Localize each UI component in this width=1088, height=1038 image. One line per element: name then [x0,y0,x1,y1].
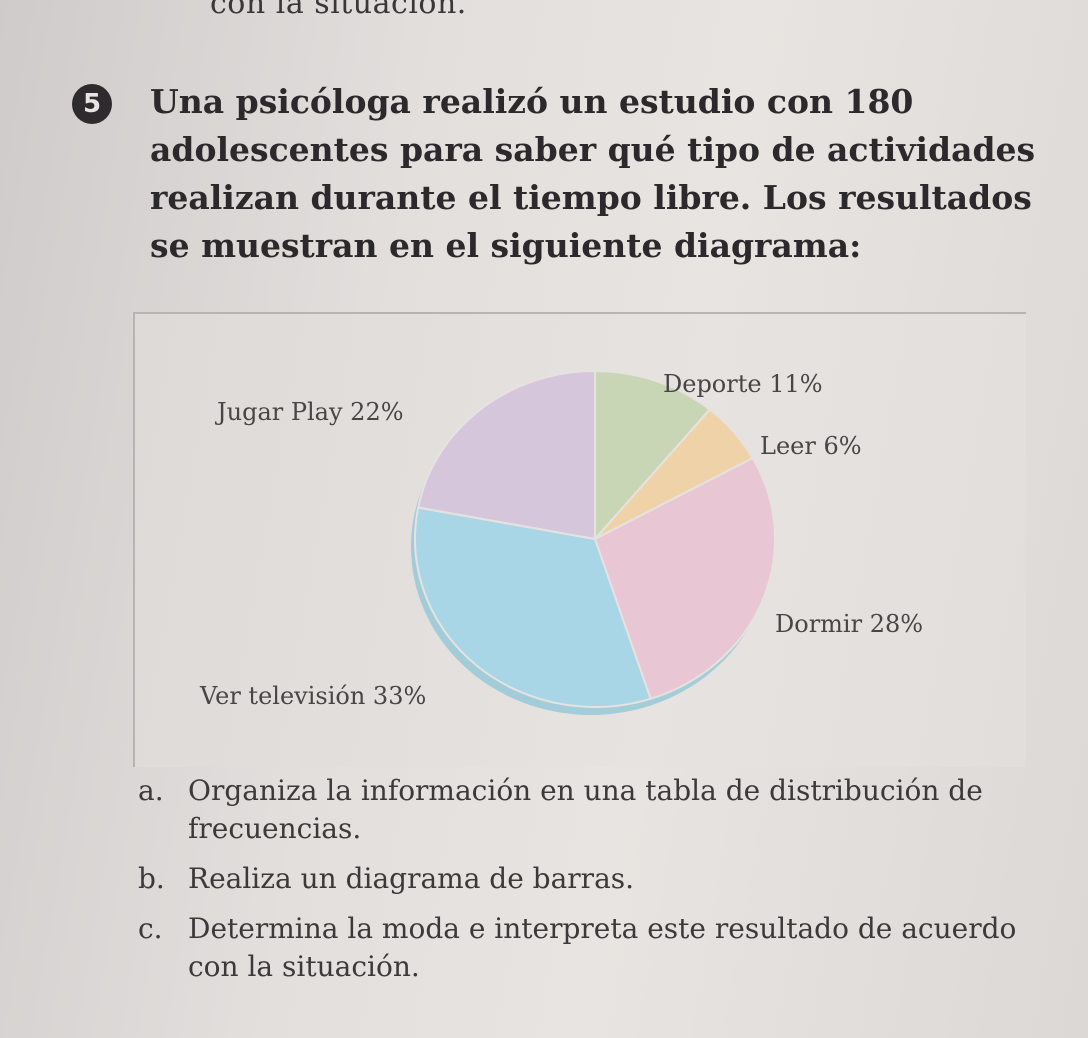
question-list: a. Organiza la información en una tabla … [138,772,1038,998]
question-a: a. Organiza la información en una tabla … [138,772,1038,848]
question-c: c. Determina la moda e interpreta este r… [138,910,1038,986]
previous-text-fragment: con la situación. [210,0,467,21]
pie-slice-label: Jugar Play 22% [214,398,404,426]
question-text: Determina la moda e interpreta este resu… [188,912,1017,983]
pie-slice-ver-television [414,506,652,708]
pie-slice-deporte [594,369,712,542]
pie-chart: Deporte 11% Leer 6% Dormir 28% Ver televisi… [199,369,923,715]
question-letter: c. [138,912,163,945]
question-b: b. Realiza un diagrama de barras. [138,860,1038,898]
question-letter: a. [138,774,164,807]
pie-slice-dormir [593,456,776,701]
problem-statement: Una psicóloga realizó un estudio con 180… [150,82,1036,265]
problem-number-badge: 5 [72,84,112,124]
question-text: Realiza un diagrama de barras. [188,862,635,895]
question-letter: b. [138,862,165,895]
question-text: Organiza la información en una tabla de … [188,774,983,845]
pie-slice-label: Dormir 28% [775,610,923,638]
pie-chart-frame: Deporte 11% Leer 6% Dormir 28% Ver televisi… [133,312,1026,767]
pie-slice-label: Leer 6% [760,432,862,460]
pie-slice-label: Ver televisión 33% [199,682,426,710]
pie-slice-label: Deporte 11% [663,370,823,398]
pie-slice-jugar-play [417,369,596,541]
